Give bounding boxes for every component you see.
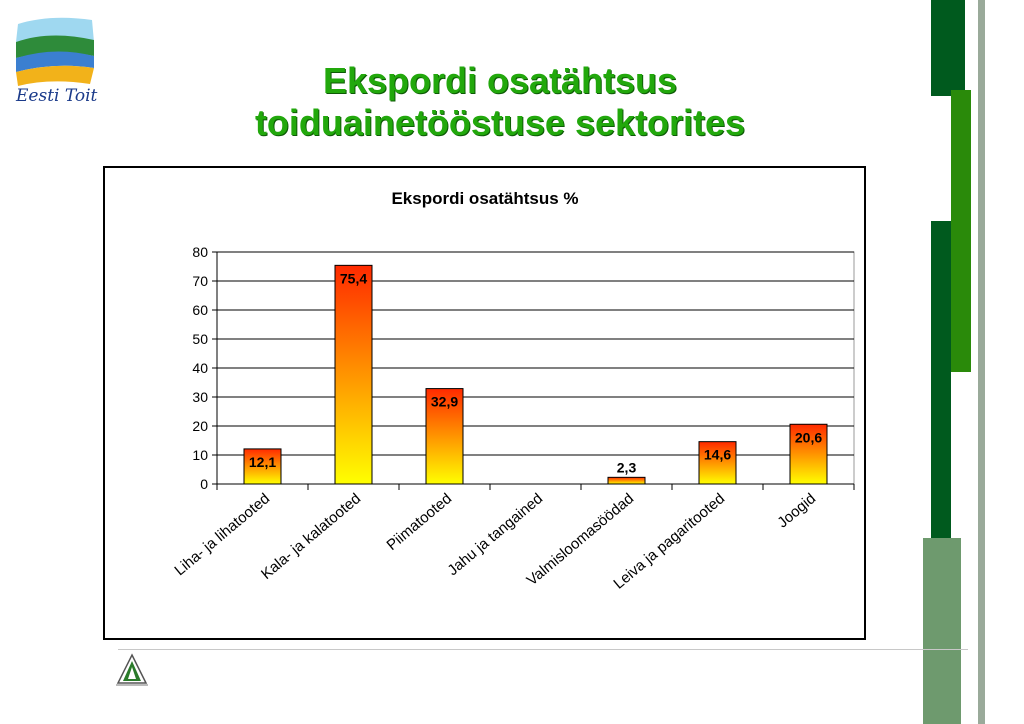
deco-bar-mid-green (951, 90, 971, 372)
x-category-label: Liha- ja lihatooted (171, 490, 273, 579)
deco-bar-dark-top (931, 0, 965, 96)
logo-text: Eesti Toit (16, 86, 98, 106)
chart-frame: Ekspordi osatähtsus % 0 10 20 30 40 50 60 70 80 1… (103, 166, 866, 640)
data-label: 14,6 (704, 447, 731, 463)
y-tick-label: 70 (192, 273, 208, 289)
bar (698, 441, 737, 485)
slide-title-line1: Ekspordi osatähtsus (322, 60, 678, 101)
data-label: 32,9 (431, 394, 458, 410)
logo-landscape-icon (16, 17, 94, 86)
bar-chart: Ekspordi osatähtsus % 0 10 20 30 40 50 60 70 80 1… (171, 189, 855, 593)
y-tick-label: 10 (192, 447, 208, 463)
y-tick-label: 0 (200, 476, 208, 492)
bar (607, 476, 646, 485)
data-label: 75,4 (340, 270, 367, 286)
y-tick-label: 40 (192, 360, 208, 376)
slide-title: Ekspordi osatähtsus toiduainetööstuse se… (120, 60, 880, 144)
bar (334, 264, 373, 485)
deco-bar-sage-bottom (923, 538, 961, 724)
x-category-label: Kala- ja kalatooted (258, 490, 364, 583)
bar (243, 448, 282, 485)
chart-title: Ekspordi osatähtsus % (391, 189, 578, 208)
y-tick-label: 30 (192, 389, 208, 405)
footer-logo-icon (116, 653, 148, 686)
slide-title-line2: toiduainetööstuse sektorites (254, 102, 746, 143)
deco-bar-dark-middle (931, 221, 951, 587)
x-category-label: Joogid (774, 490, 819, 531)
y-tick-label: 60 (192, 302, 208, 318)
footer-divider (118, 649, 968, 650)
data-label: 12,1 (249, 454, 276, 470)
bar (425, 388, 464, 485)
y-tick-label: 50 (192, 331, 208, 347)
x-category-label: Jahu ja tangained (444, 490, 546, 579)
data-label: 20,6 (795, 429, 822, 445)
y-tick-label: 80 (192, 244, 208, 260)
y-tick-label: 20 (192, 418, 208, 434)
data-label: 2,3 (617, 459, 637, 475)
bar (789, 423, 828, 485)
deco-bar-gray-thin (978, 0, 985, 724)
x-category-label: Piimatooted (383, 490, 455, 554)
